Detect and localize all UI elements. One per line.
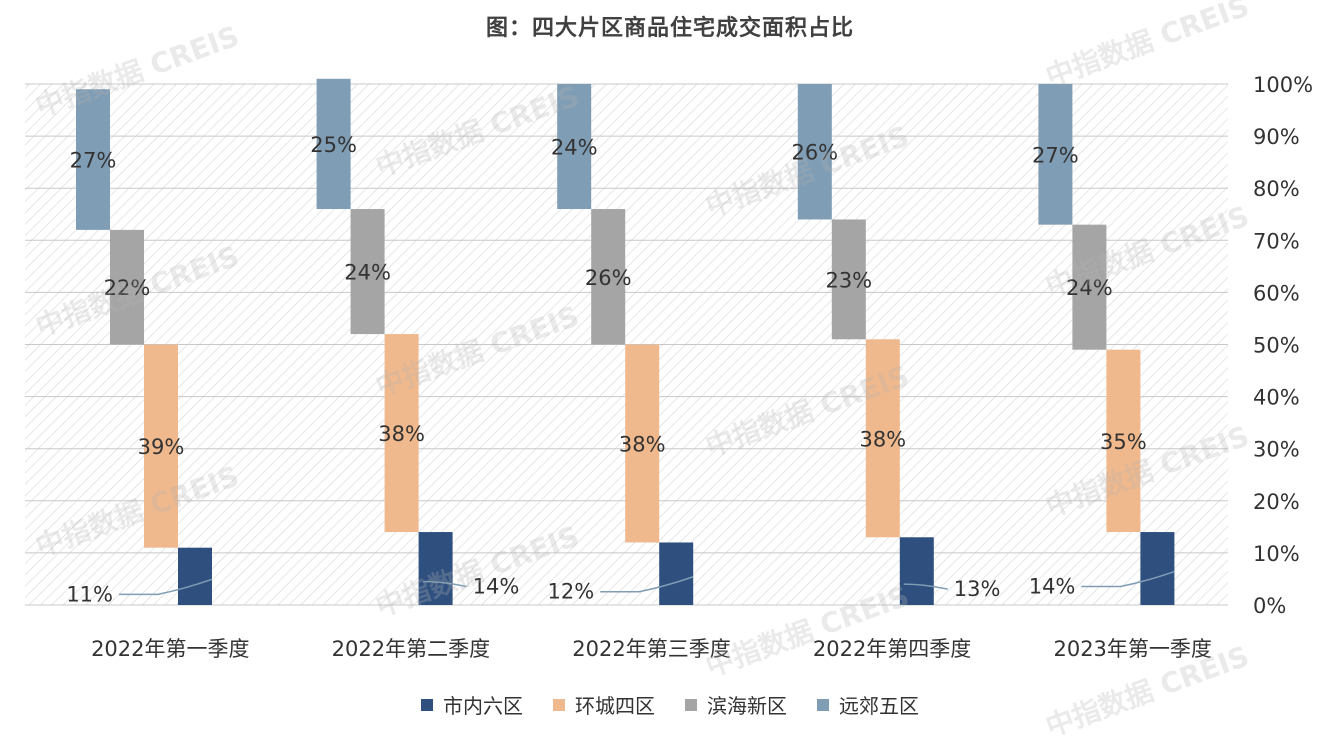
y-tick-label: 100% (1253, 73, 1313, 97)
label-connector (1081, 570, 1175, 588)
bar-4-1 (76, 89, 110, 230)
data-label: 39% (138, 435, 185, 459)
label-connector (903, 583, 948, 590)
bar-3-1 (110, 229, 144, 345)
data-label: 27% (1032, 143, 1079, 167)
legend-swatch (553, 698, 565, 711)
label-connector (422, 580, 467, 588)
gridlines (25, 83, 1228, 606)
y-tick-label: 30% (1253, 438, 1300, 462)
legend-label: 环城四区 (575, 694, 655, 718)
y-tick-label: 90% (1253, 125, 1300, 149)
label-connector (119, 578, 213, 596)
x-tick-label: 2022年第三季度 (572, 637, 730, 661)
data-label: 24% (344, 261, 391, 285)
bar-1-3 (659, 542, 694, 605)
y-tick-label: 10% (1253, 542, 1300, 566)
bar-2-5 (1106, 349, 1141, 533)
bar-1-1 (178, 547, 212, 605)
legend-label: 市内六区 (443, 694, 523, 718)
data-label: 24% (551, 136, 598, 160)
data-label: 22% (104, 276, 151, 300)
bars (76, 78, 1175, 605)
legend-swatch (817, 698, 829, 711)
x-tick-label: 2022年第一季度 (91, 637, 249, 661)
bar-3-5 (1072, 224, 1107, 350)
data-label: 12% (548, 580, 595, 604)
data-label: 11% (66, 582, 113, 606)
bar-1-4 (899, 537, 934, 605)
x-tick-label: 2022年第四季度 (813, 637, 971, 661)
data-labels: 11% 39% 22% 27% 14% 38% 24% 25% 12% 38% 26% 24% 13% 3… (66, 133, 1146, 606)
bar-3-4 (831, 219, 866, 340)
bar-1-5 (1140, 532, 1175, 605)
data-label: 23% (825, 268, 872, 292)
data-label: 14% (473, 575, 520, 599)
bar-4-3 (557, 84, 592, 210)
data-label: 13% (954, 577, 1001, 601)
y-tick-label: 80% (1253, 177, 1300, 201)
label-connector (600, 576, 694, 593)
x-tick-label: 2023年第一季度 (1053, 637, 1211, 661)
data-label: 27% (70, 149, 117, 173)
data-label: 38% (619, 432, 666, 456)
legend-item: 市内六区 (421, 690, 523, 719)
bar-2-4 (865, 339, 900, 538)
bar-4-4 (797, 84, 832, 220)
data-label: 24% (1066, 276, 1113, 300)
data-label: 38% (378, 422, 425, 446)
data-label: 38% (859, 427, 906, 451)
data-label: 25% (310, 133, 357, 157)
y-tick-label: 60% (1253, 281, 1300, 305)
bar-3-2 (350, 209, 385, 335)
legend-item: 环城四区 (553, 690, 655, 719)
bar-2-1 (144, 344, 178, 548)
chart-title: 图：四大片区商品住宅成交面积占比 (485, 16, 854, 41)
y-tick-label: 40% (1253, 386, 1300, 410)
bar-3-3 (591, 209, 626, 345)
chart: 11% 39% 22% 27% 14% 38% 24% 25% 12% 38% 26% 24% 13% 3… (25, 73, 1313, 661)
data-label: 35% (1100, 430, 1147, 454)
bar-2-3 (625, 344, 660, 543)
legend: 市内六区 环城四区 滨海新区 远郊五区 (0, 690, 1340, 719)
label-connectors (119, 570, 1175, 596)
x-axis-ticks: 2022年第一季度 2022年第二季度 2022年第三季度 2022年第四季度 2023… (91, 637, 1212, 661)
legend-label: 滨海新区 (707, 694, 787, 718)
y-tick-label: 70% (1253, 229, 1300, 253)
legend-item: 远郊五区 (817, 690, 919, 719)
data-label: 26% (791, 141, 838, 165)
data-label: 26% (585, 266, 632, 290)
data-label: 14% (1029, 575, 1076, 599)
y-axis-ticks: 0% 10% 20% 30% 40% 50% 60% 70% 80% 90% 100% (1253, 73, 1313, 618)
legend-item: 滨海新区 (685, 690, 787, 719)
bar-1-2 (418, 532, 453, 605)
legend-swatch (685, 698, 697, 711)
legend-label: 远郊五区 (839, 694, 919, 718)
y-tick-label: 20% (1253, 490, 1300, 514)
y-tick-label: 50% (1253, 334, 1300, 358)
bar-2-2 (384, 334, 419, 533)
legend-swatch (421, 698, 433, 711)
bar-4-5 (1038, 84, 1073, 225)
bar-4-2 (316, 78, 351, 210)
y-tick-label: 0% (1253, 594, 1286, 618)
x-tick-label: 2022年第二季度 (332, 637, 490, 661)
